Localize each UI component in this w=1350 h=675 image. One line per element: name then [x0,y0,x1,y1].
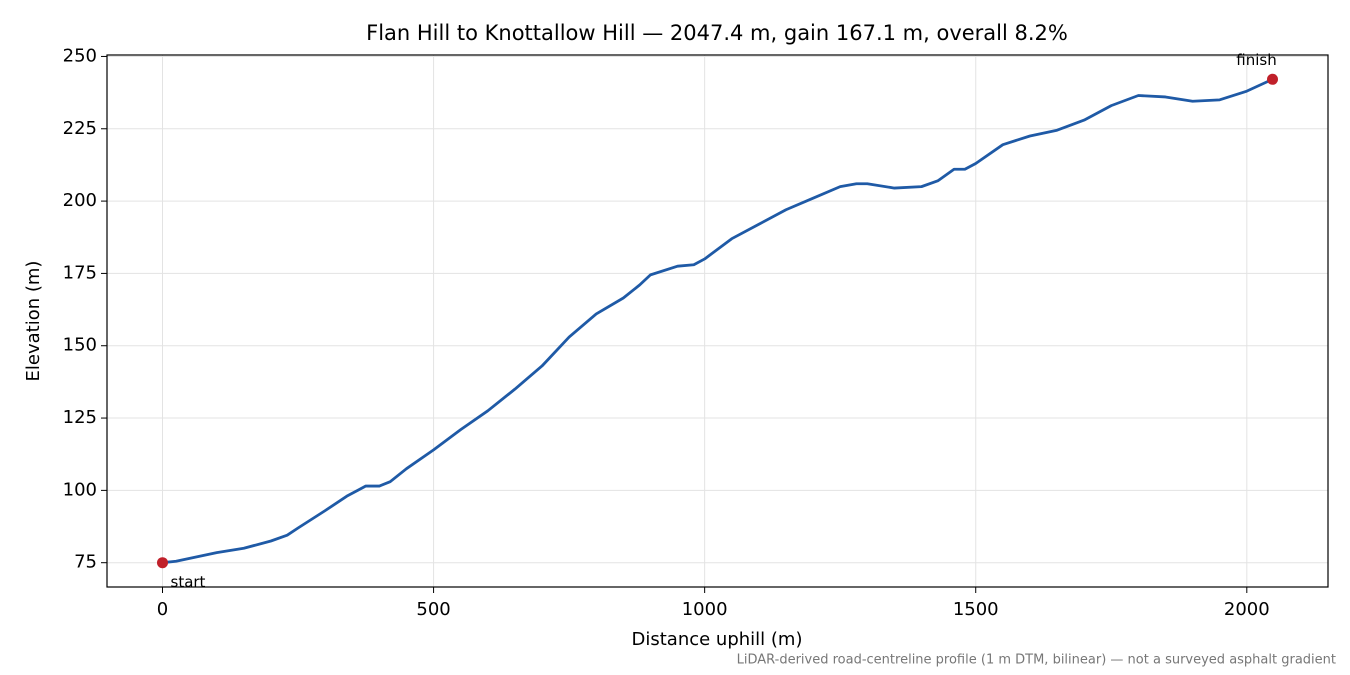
chart-title: Flan Hill to Knottallow Hill — 2047.4 m,… [366,21,1068,45]
footnote: LiDAR-derived road-centreline profile (1… [737,653,1336,668]
x-axis-label: Distance uphill (m) [632,629,803,650]
endpoint-marker [1267,73,1278,85]
plot-frame [106,54,1329,588]
elevation-line [162,78,1274,565]
y-tick-label: 75 [74,552,97,573]
x-tick-label: 0 [157,599,168,620]
y-tick-label: 150 [63,335,97,356]
x-tick-label: 1500 [953,599,999,620]
y-tick-label: 125 [63,407,97,428]
y-tick-label: 225 [63,118,97,139]
y-tick-label: 100 [63,479,97,500]
x-tick-label: 2000 [1224,599,1270,620]
y-tick-label: 175 [63,262,97,283]
annotation: start [171,573,206,591]
x-tick-label: 1000 [682,599,728,620]
annotation: finish [1236,51,1276,69]
endpoint-marker [157,557,168,569]
y-tick-label: 200 [63,190,97,211]
x-tick-label: 500 [416,599,450,620]
y-axis-label: Elevation (m) [23,261,44,382]
y-tick-label: 250 [63,45,97,66]
